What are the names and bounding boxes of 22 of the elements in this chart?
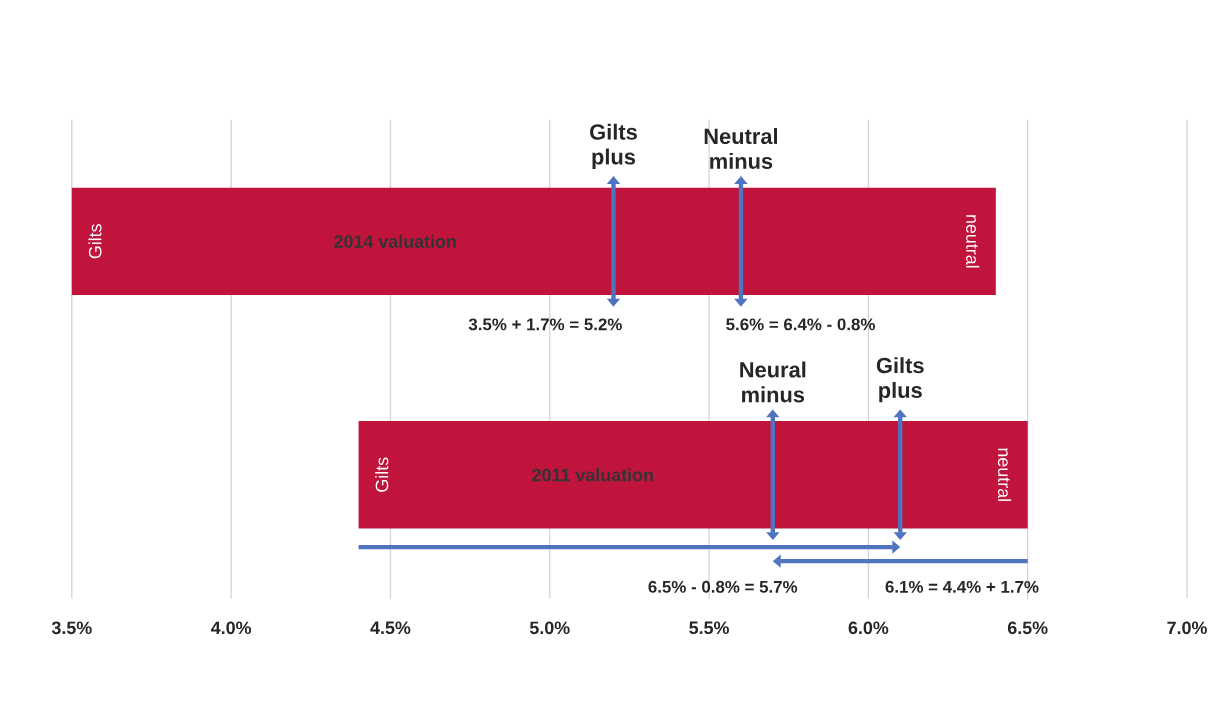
x-tick-label: 4.5% [370,621,411,635]
annotation: neutral [997,448,1012,501]
x-tick-label: 6.0% [848,621,889,635]
ref-line-label: Neutral minus [704,127,778,169]
x-tick-label: 7.0% [1167,621,1207,635]
y-tick-label: 2011 valuation [532,468,653,482]
annotation: 6.5% - 0.8% = 5.7% [648,580,798,593]
annotation: 6.1% = 4.4% + 1.7% [885,580,1039,593]
ref-line-label: Gilts plus [590,123,637,169]
x-tick-label: 5.5% [689,621,729,635]
ref-line-label: Gilts plus [876,357,924,403]
annotation: neutral [966,215,980,268]
x-tick-label: 6.5% [1007,621,1048,635]
ref-line-label: Neural minus [740,361,806,403]
x-tick-label: 4.0% [211,621,252,635]
annotation: 3.5% + 1.7% = 5.2% [468,318,622,331]
y-tick-label: 2014 valuation [334,234,456,248]
x-tick-label: 5.0% [529,621,570,635]
annotation: 5.6% = 6.4% - 0.8% [726,318,875,331]
annotation: Gilts [375,457,389,492]
x-tick-label: 3.5% [51,621,92,635]
annotation: Gilts [88,223,102,259]
